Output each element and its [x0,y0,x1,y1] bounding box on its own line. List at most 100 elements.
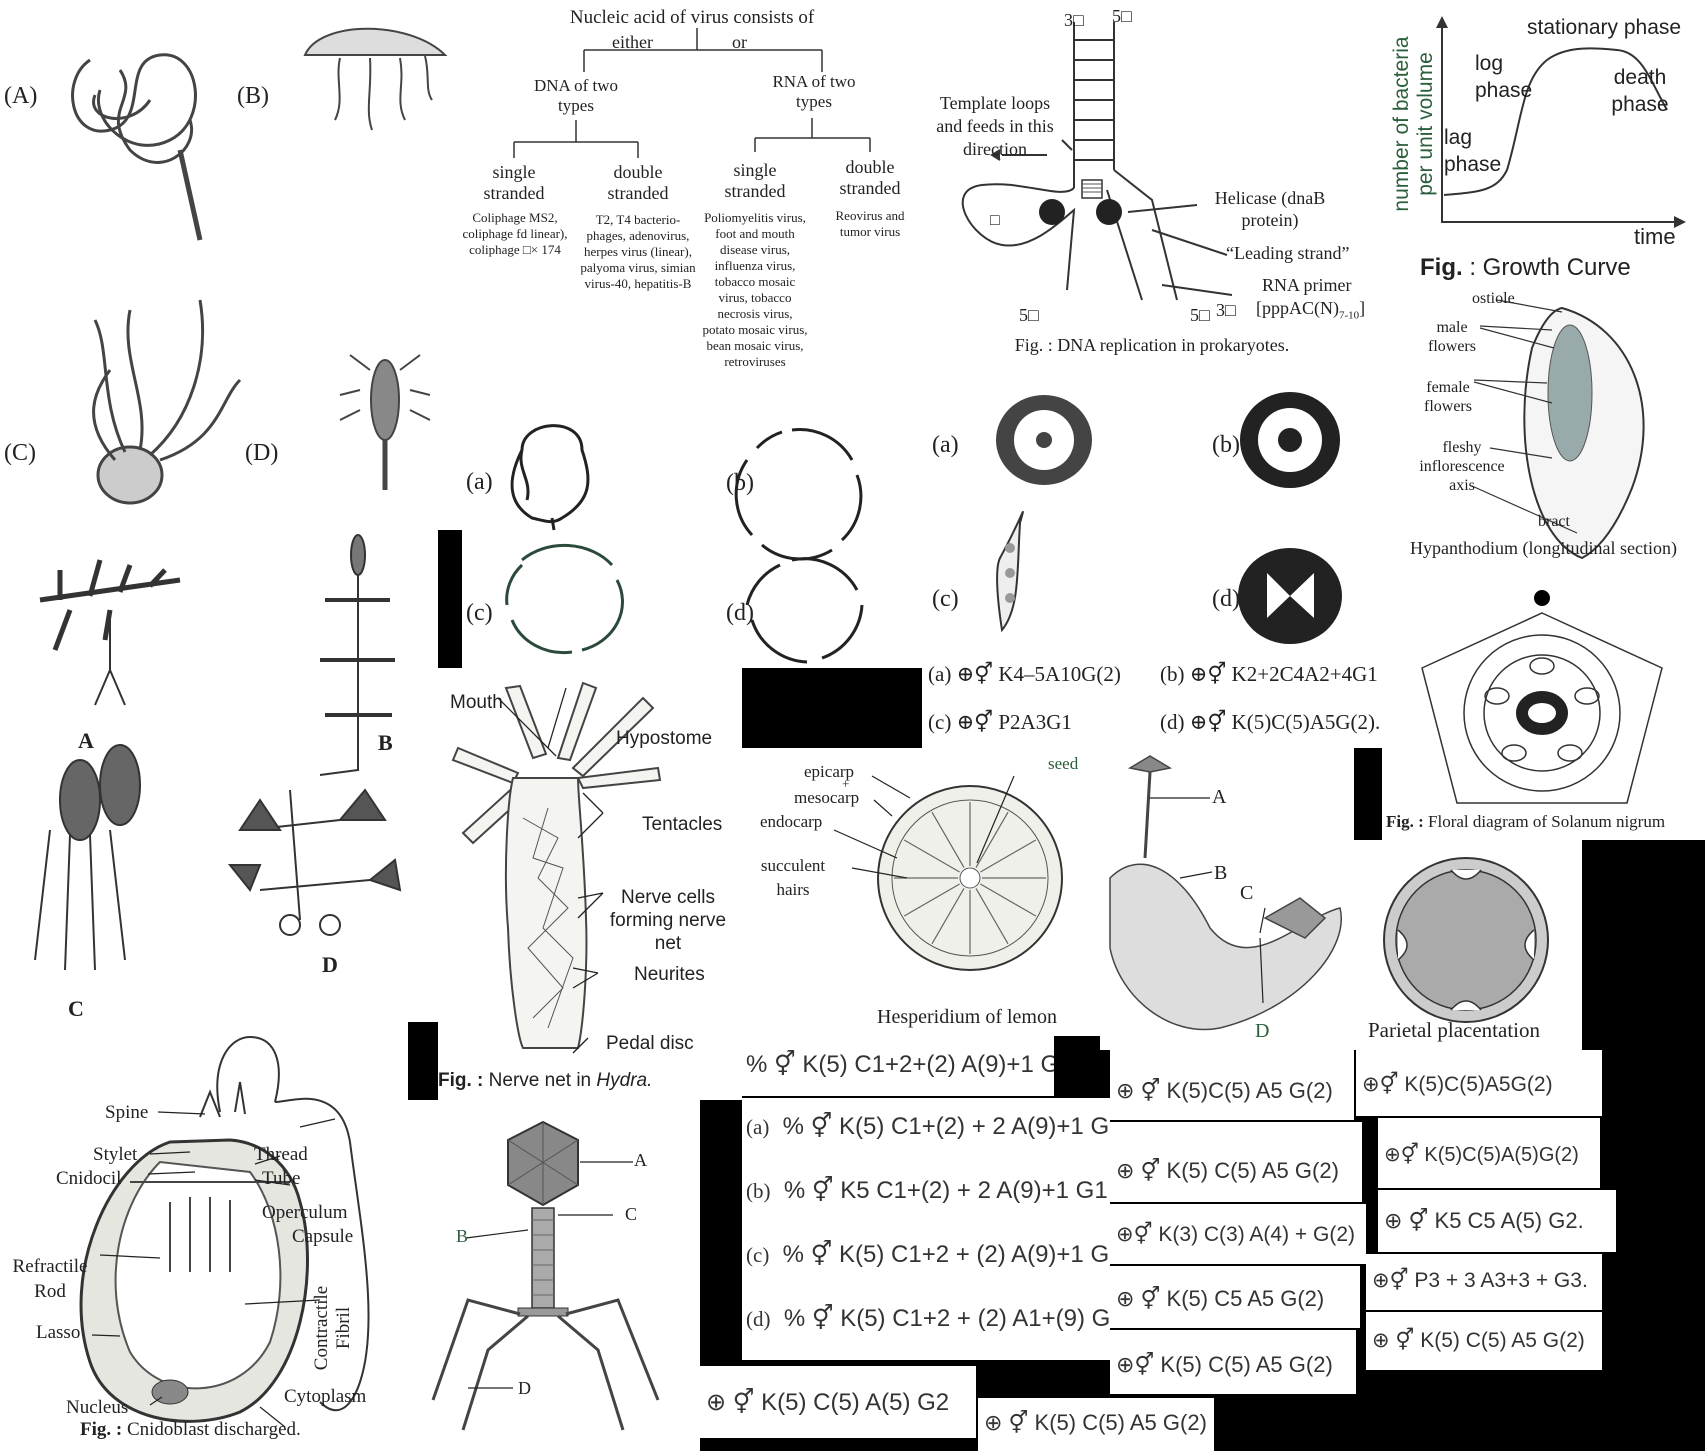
octopus-illustration [92,299,242,505]
growth-death-label: death phase [1611,66,1669,116]
lemon-segment-line [931,888,965,945]
rna-ds-examples: Reovirus and tumor virus [835,208,905,239]
marchantia-label-c: C [1240,882,1254,904]
phage-label-a: A [634,1150,647,1170]
lemon-seed-label: seed [1048,754,1079,773]
phage-drawing [431,1120,660,1431]
female-flowers-label: female flowers [1424,379,1472,415]
outline-label-d: (d) [726,600,754,626]
phage-label-b: B [456,1226,469,1246]
rna-ss-examples: Poliomyelitis virus, foot and mouth dise… [702,210,808,369]
animals-panel: (A) (B) (C) (D) [0,0,462,530]
pea-formula: % ⚥ K(5) C1+2+(2) A(9)+1 G1 [746,1051,1054,1078]
dna-ss-examples: Coliphage MS2, coliphage fd linear), col… [462,210,568,257]
lemon-segment-line [980,839,1037,873]
pea-option-c: (c) % ⚥ K(5) C1+2 + (2) A(9)+1 G1 [746,1241,1110,1268]
ovary-sections-drawing [996,392,1342,644]
virus-tree-either: either [612,32,653,52]
replication-3prime-bottom: 3□ [1216,300,1236,320]
cnidoblast-drawing [79,1035,370,1428]
animals-drawing [71,27,448,505]
lemon-segment-line [903,883,960,917]
formula-option-c: (c) ⊕⚥ P2A3G1 [928,710,1072,734]
right-formula-4-panel: ⊕⚥ P3 + 3 A3+3 + G3. [1366,1254,1602,1310]
right-formula-2: ⊕⚥ K(5)C(5)A(5)G(2) [1384,1144,1579,1166]
pea-option-a: (a) % ⚥ K(5) C1+(2) + 2 A(9)+1 G1 [746,1113,1110,1140]
selaginella-illustration [39,559,181,706]
primer-sequence: [pppAC(N)7-10] [1256,298,1366,322]
cnido-refractile-label: Refractile Rod [12,1256,88,1302]
right-formula-5-panel: ⊕ ⚥ K(5) C(5) A5 G(2) [1366,1312,1602,1370]
cnido-thread-label: Thread [254,1144,308,1165]
replication-5prime-bottom-a: 5□ [1019,305,1039,325]
growth-ylabel: number of bacteria per unit volume [1390,36,1437,212]
rna-ds-title: double stranded [839,157,901,198]
male-flowers-label: male flowers [1428,319,1476,355]
marsilea-illustration [34,744,141,971]
marchantia-drawing [1109,755,1342,1031]
right-formula-4: ⊕⚥ P3 + 3 A3+3 + G3. [1372,1269,1588,1292]
lemon-segment-line [975,888,1009,945]
growth-xlabel: time [1634,224,1676,249]
axis-dot [1534,590,1550,606]
outline-b-shape [734,428,863,561]
parietal-caption: Parietal placentation [1368,1018,1541,1042]
bottom-formula-1: ⊕ ⚥ K(5) C(5) A(5) G2 [706,1389,950,1416]
bottom-formula-1-panel: ⊕ ⚥ K(5) C(5) A(5) G2 [700,1366,976,1438]
col-formula-1: ⊕ ⚥ K(5)C(5) A5 G(2) [1116,1078,1333,1103]
lemon-segments [894,802,1046,954]
hydra-drawing [451,681,662,1054]
virus-tree-panel: Nucleic acid of virus consists of either… [462,0,922,400]
hydra-tentacles-label: Tentacles [642,814,723,835]
cnido-tube-label: Tube [262,1168,301,1189]
hydra-neurites-label: Neurites [634,964,705,985]
outline-label-a: (a) [466,469,493,495]
ovary-sections-panel: (a) (b) (c) (d) [922,368,1382,648]
growth-caption: Fig. : Growth Curve [1420,254,1631,281]
col-formula-5: ⊕⚥ K(5) C(5) A5 G(2) [1116,1352,1333,1377]
col-formula-2-panel: ⊕ ⚥ K(5) C(5) A5 G(2) [1110,1122,1362,1202]
outline-label-b: (b) [726,470,754,496]
replication-3prime-top: 3□ [1064,10,1084,30]
hypanthodium-panel: ostiole male flowers female flowers fles… [1382,288,1705,568]
ovary-b-drawing [1240,392,1340,488]
cnido-operculum-label: Operculum [262,1202,348,1223]
plant-label-c: C [68,996,84,1021]
virus-rna-node: RNA of two types [772,72,856,111]
col-formula-4: ⊕ ⚥ K(5) C5 A5 G(2) [1116,1286,1325,1311]
ovary-label-c: (c) [932,586,959,612]
bract-label: bract [1538,513,1570,530]
cnido-stylet-label: Stylet [93,1144,138,1165]
hydra-pedal-disc-label: Pedal disc [606,1033,694,1054]
outline-c-shape [505,543,624,655]
lemon-mesocarp-label: mesocarp [794,788,860,807]
pea-formula-panel: % ⚥ K(5) C1+2+(2) A(9)+1 G1 [742,1036,1054,1096]
lemon-segment-line [903,839,960,873]
plants-drawing [34,534,402,971]
growth-curve-chart [1436,16,1686,228]
virus-dna-node: DNA of two types [533,76,619,115]
right-formula-1-panel: ⊕⚥ K(5)C(5)A5G(2) [1356,1050,1602,1116]
marchantia-label-d: D [1255,1020,1270,1042]
lemon-plus-sign: + [842,776,850,791]
ovary-c-drawing [996,510,1024,633]
lemon-endocarp-label: endocarp [760,812,823,831]
replication-drawing [961,22,1233,301]
floral-diagram-drawing [1421,590,1663,804]
plant-label-a: A [78,728,94,753]
hydra-hypostome-label: Hypostome [616,728,713,749]
cnido-contractile-label: Contractile Fibril [311,1285,354,1371]
cnido-lasso-label: Lasso [36,1322,81,1343]
outline-options-drawing [505,424,864,664]
col-formula-3-panel: ⊕⚥ K(3) C(3) A(4) + G(2) [1110,1204,1366,1264]
col-formula-5-panel: ⊕⚥ K(5) C(5) A5 G(2) [1110,1330,1356,1394]
hydra-panel: Mouth Hypostome Tentacles Nerve cells fo… [438,668,742,1100]
col-formula-4-panel: ⊕ ⚥ K(5) C5 A5 G(2) [1110,1266,1360,1328]
leading-strand-label: “Leading strand” [1226,243,1350,263]
animal-label-a: (A) [4,83,38,109]
formula-options-panel: (a) ⊕⚥ K4–5A10G(2) (b) ⊕⚥ K2+2C4A2+4G1 (… [922,648,1382,748]
equisetum-illustration [319,534,395,776]
replication-caption: Fig. : DNA replication in prokaryotes. [1014,335,1290,355]
dna-ds-examples: T2, T4 bacterio-phages, adenovirus, herp… [580,212,696,291]
right-formula-3-panel: ⊕ ⚥ K5 C5 A(5) G2. [1378,1190,1616,1252]
